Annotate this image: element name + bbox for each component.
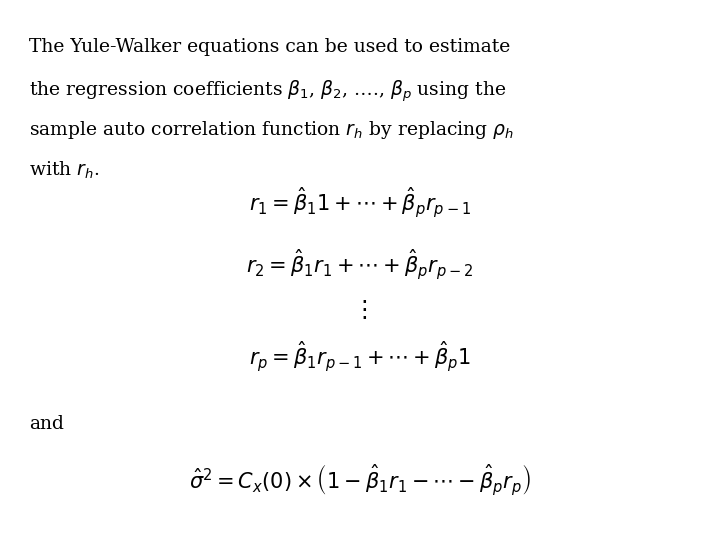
Text: $r_2 = \hat{\beta}_1 r_1 + \cdots + \hat{\beta}_p r_{p-2}$: $r_2 = \hat{\beta}_1 r_1 + \cdots + \hat…: [246, 247, 474, 282]
Text: with $r_h$.: with $r_h$.: [29, 159, 99, 180]
Text: $\hat{\sigma}^2 = C_x(0) \times \left(1 - \hat{\beta}_1 r_1 - \cdots - \hat{\bet: $\hat{\sigma}^2 = C_x(0) \times \left(1 …: [189, 463, 531, 498]
Text: the regression coefficients $\beta_1$, $\beta_2$, …., $\beta_p$ using the: the regression coefficients $\beta_1$, $…: [29, 78, 506, 104]
Text: $r_1 = \hat{\beta}_1 1 + \cdots + \hat{\beta}_p r_{p-1}$: $r_1 = \hat{\beta}_1 1 + \cdots + \hat{\…: [249, 185, 471, 220]
Text: $\vdots$: $\vdots$: [353, 299, 367, 322]
Text: The Yule-Walker equations can be used to estimate: The Yule-Walker equations can be used to…: [29, 38, 510, 56]
Text: and: and: [29, 415, 63, 433]
Text: sample auto correlation function $r_h$ by replacing $\rho_h$: sample auto correlation function $r_h$ b…: [29, 119, 514, 141]
Text: $r_p = \hat{\beta}_1 r_{p-1} + \cdots + \hat{\beta}_p 1$: $r_p = \hat{\beta}_1 r_{p-1} + \cdots + …: [249, 339, 471, 374]
